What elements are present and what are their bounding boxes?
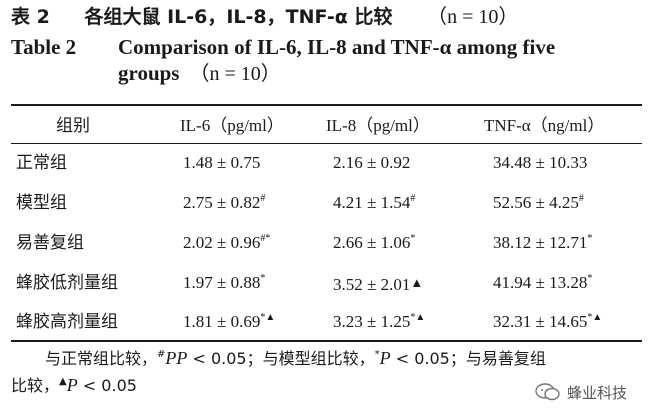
cell-il6: 2.75 ± 0.82# <box>183 193 266 212</box>
table-footnote: 与正常组比较，#PP < 0.05；与模型组比较，*P < 0.05；与易善复组… <box>11 348 546 395</box>
watermark-text: 蜂业科技 <box>567 383 628 402</box>
cell-il8: 2.16 ± 0.92 <box>333 153 411 172</box>
header-il8: IL-8（pg/ml） <box>326 116 430 135</box>
table-title-en-line2: groups <box>118 61 180 85</box>
header-il6: IL-6（pg/ml） <box>180 116 284 135</box>
cell-il8: 2.66 ± 1.06* <box>333 233 416 252</box>
table-title-english: Table 2 Comparison of IL-6, IL-8 and TNF-… <box>11 34 645 87</box>
row-group: 模型组 <box>16 193 67 213</box>
row-group: 正常组 <box>16 153 67 173</box>
sample-size-en: （n = 10） <box>189 63 281 85</box>
cell-il8: 4.21 ± 1.54# <box>333 193 416 212</box>
row-group: 蜂胶低剂量组 <box>16 273 118 293</box>
sample-size-cn: （n = 10） <box>427 6 519 28</box>
cell-il8: 3.23 ± 1.25*▲ <box>333 312 426 331</box>
cell-il6: 1.81 ± 0.69*▲ <box>183 312 276 331</box>
table-title-en-line1: Comparison of IL-6, IL-8 and TNF-α among… <box>118 35 556 59</box>
table-bottom-rule <box>11 340 642 342</box>
cell-tnf: 38.12 ± 12.71* <box>493 233 593 252</box>
wechat-icon <box>535 382 561 402</box>
table-top-rule <box>11 104 642 106</box>
table-label-en: Table 2 <box>11 35 77 59</box>
cell-tnf: 32.31 ± 14.65*▲ <box>493 312 603 331</box>
table-title-cn-text: 各组大鼠 IL-6，IL-8，TNF-α 比较 <box>84 6 393 28</box>
row-group: 易善复组 <box>16 233 84 253</box>
cell-tnf: 41.94 ± 13.28* <box>493 273 593 292</box>
cell-il6: 1.48 ± 0.75 <box>183 153 261 172</box>
cell-il8: 3.52 ± 2.01▲ <box>333 275 424 294</box>
footnote-part3: P < 0.05；与易善复组 <box>379 348 546 368</box>
cell-il6: 2.02 ± 0.96#* <box>183 233 271 252</box>
cell-tnf: 52.56 ± 4.25# <box>493 193 584 212</box>
footnote-part2: P < 0.05；与模型组比较， <box>176 348 375 368</box>
table-header-rule <box>11 143 642 144</box>
watermark: 蜂业科技 <box>535 377 627 407</box>
table-title-chinese: 表 2 各组大鼠 IL-6，IL-8，TNF-α 比较 （n = 10） <box>11 4 518 30</box>
cell-tnf: 34.48 ± 10.33 <box>493 153 588 172</box>
cell-il6: 1.97 ± 0.88* <box>183 273 266 292</box>
table-label-cn: 表 2 <box>11 6 50 28</box>
header-group: 组别 <box>56 116 90 136</box>
row-group: 蜂胶高剂量组 <box>16 312 118 332</box>
header-tnf: TNF-α（ng/ml） <box>484 116 605 135</box>
footnote-part4: P < 0.05 <box>66 375 137 395</box>
